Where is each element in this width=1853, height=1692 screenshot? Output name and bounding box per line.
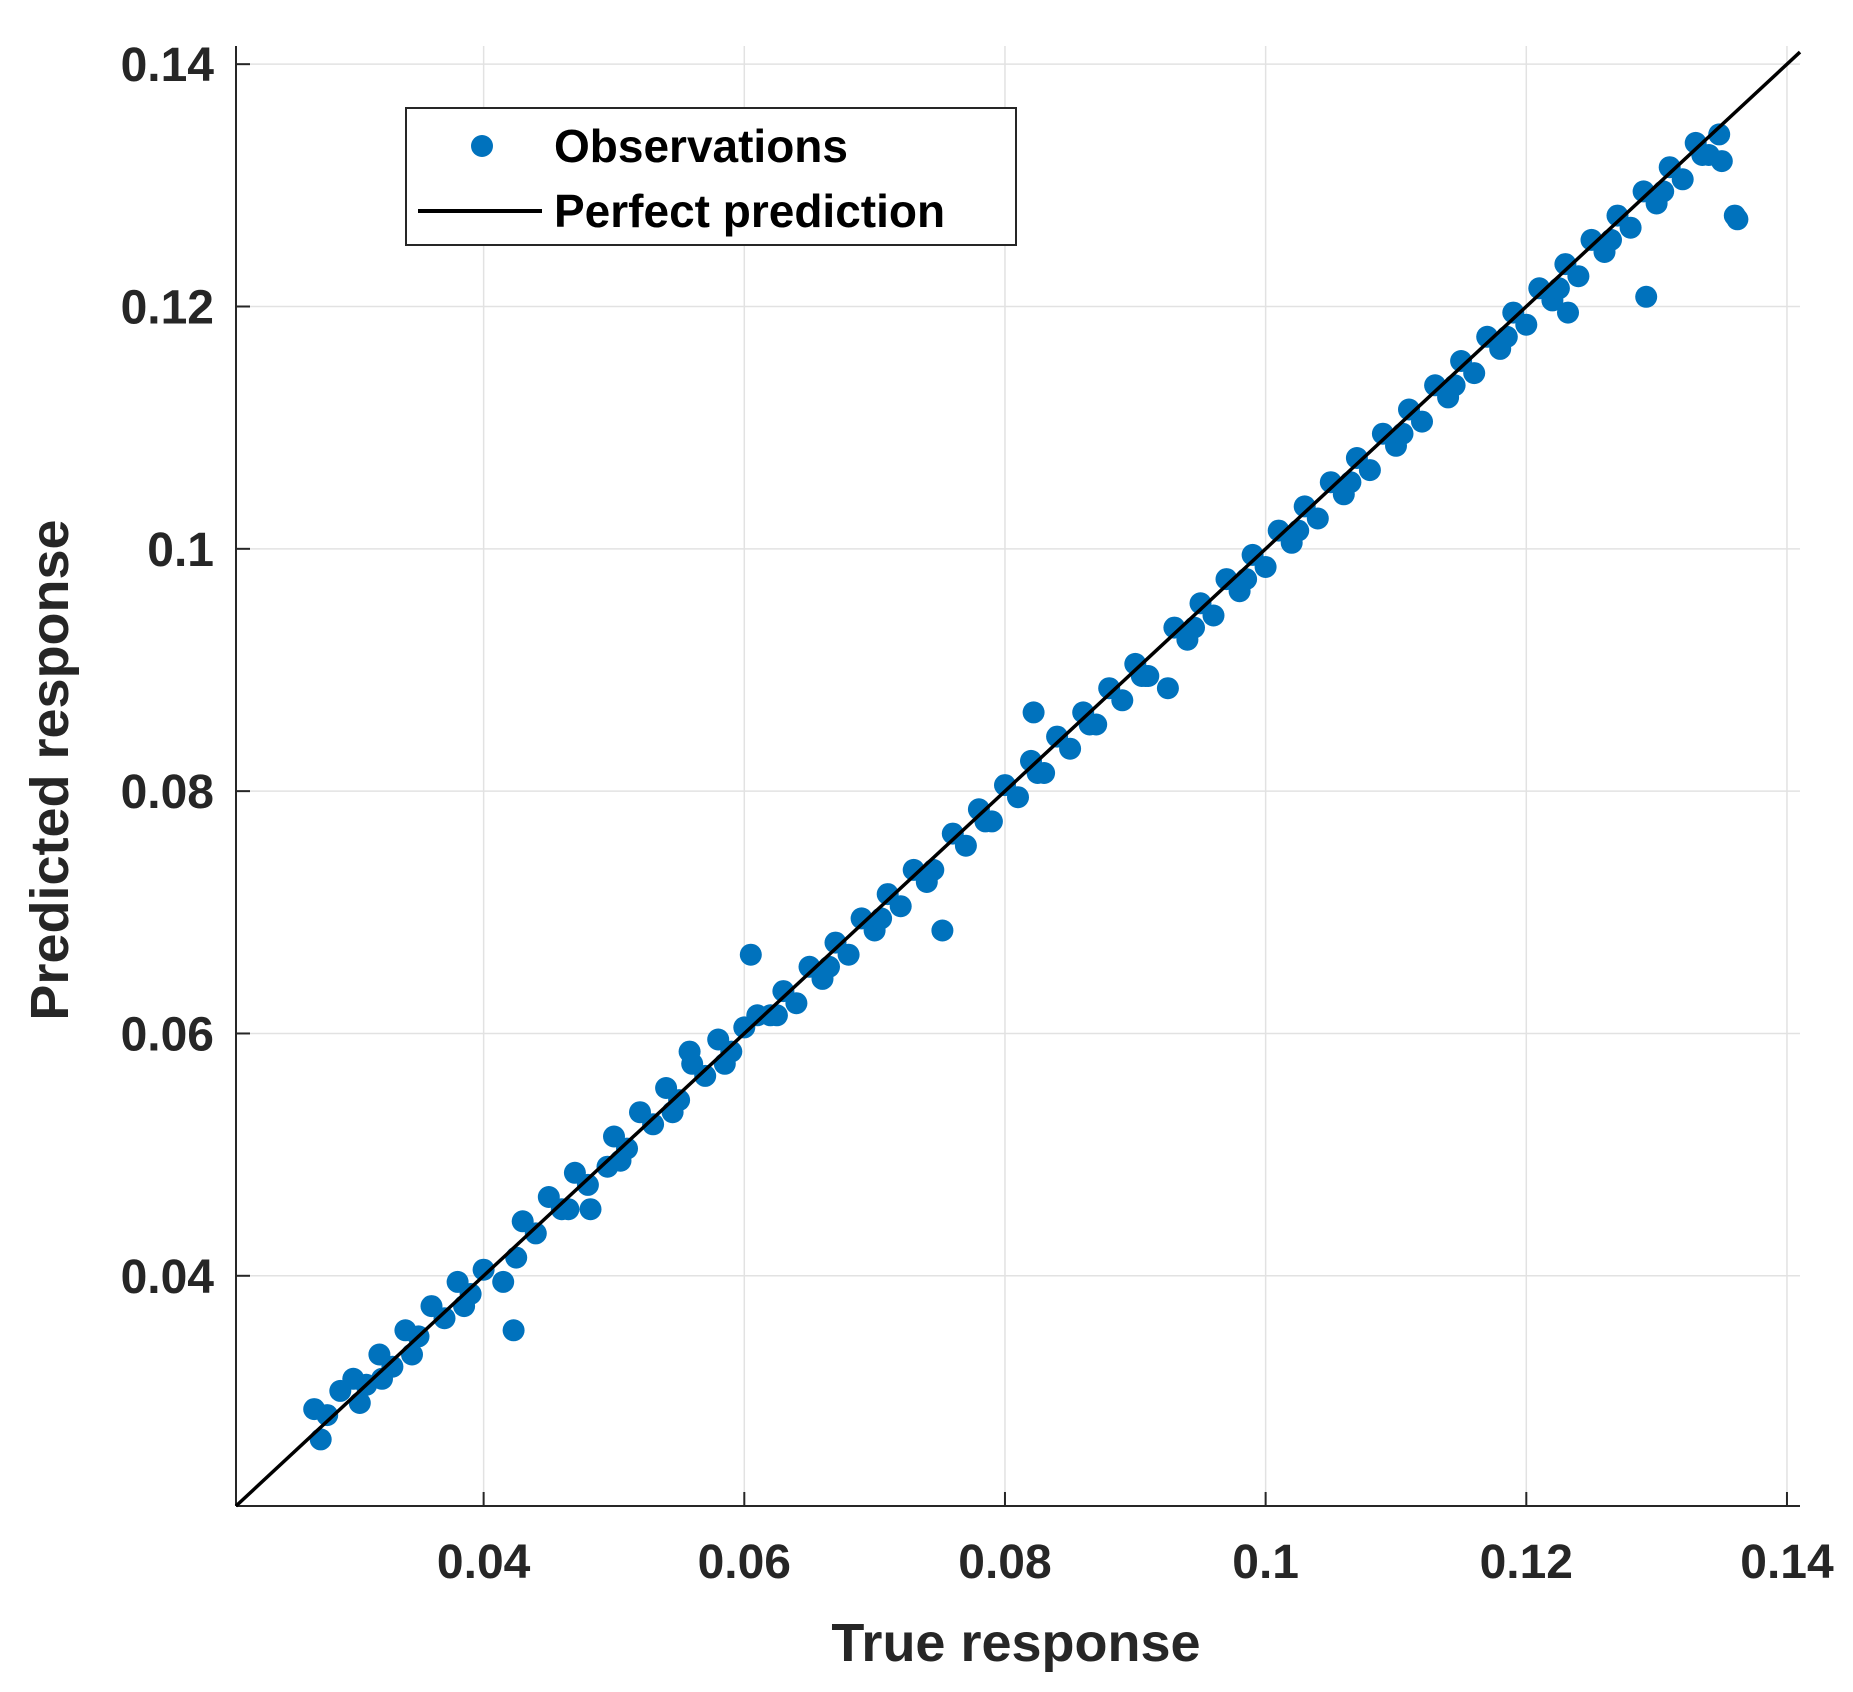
observation-point (922, 858, 945, 881)
observation-point (1078, 713, 1101, 736)
observation-point (931, 919, 954, 942)
observation-point (954, 834, 977, 857)
observation-point (1202, 604, 1225, 627)
observation-point (1156, 677, 1179, 700)
observation-point (837, 943, 860, 966)
observation-point (678, 1040, 701, 1063)
observation-point (492, 1270, 515, 1293)
observation-point (433, 1307, 456, 1330)
perfect-prediction-line (234, 50, 1802, 1508)
observation-point (453, 1295, 476, 1318)
x-tick-label: 0.04 (437, 1536, 531, 1589)
observation-point (524, 1222, 547, 1245)
legend-box (405, 107, 1017, 246)
observation-point (1463, 362, 1486, 385)
observation-point (661, 1101, 684, 1124)
observation-point (870, 907, 893, 930)
y-tick-label: 0.1 (147, 524, 214, 577)
observation-point (1134, 665, 1157, 687)
observation-point (348, 1392, 371, 1414)
legend-perfect-prediction-label: Perfect prediction (554, 185, 945, 237)
observation-point (1391, 422, 1414, 445)
observation-point (1671, 168, 1694, 191)
x-axis-title: True response (831, 1613, 1200, 1673)
observation-point (1358, 459, 1381, 482)
x-tick-label: 0.06 (698, 1536, 791, 1589)
y-axis-title: Predicted response (20, 519, 80, 1020)
observation-point (1111, 689, 1134, 712)
y-tick-label: 0.08 (121, 766, 214, 819)
observation-point (401, 1343, 423, 1366)
observation-point (609, 1149, 632, 1172)
observation-point (579, 1198, 602, 1221)
observation-point (1515, 313, 1538, 336)
observation-point (1619, 216, 1642, 239)
observation-point (1600, 228, 1622, 251)
observation-point (1007, 786, 1029, 809)
observation-point (1691, 144, 1714, 166)
observation-point (1235, 568, 1258, 591)
observation-point (642, 1113, 665, 1136)
observation-point (1557, 301, 1579, 324)
observation-point (1495, 325, 1518, 348)
x-tick-label: 0.14 (1740, 1536, 1834, 1589)
axis-ticks (236, 63, 1788, 1506)
observation-point (694, 1064, 717, 1087)
legend-observations-label: Observations (554, 120, 848, 172)
observation-point (1708, 123, 1731, 146)
observation-point (1183, 616, 1205, 639)
observation-point (765, 1004, 788, 1027)
axes (235, 46, 1800, 1507)
observation-point (713, 1052, 736, 1075)
observation-point (1339, 471, 1362, 494)
legend: Observations Perfect prediction (405, 107, 1017, 246)
observation-point (309, 1428, 332, 1451)
observation-point (974, 810, 997, 833)
x-tick-label: 0.12 (1480, 1536, 1573, 1589)
observation-point (818, 955, 840, 978)
observation-point (502, 1319, 525, 1342)
x-tick-label: 0.08 (958, 1536, 1051, 1589)
observation-point (472, 1258, 495, 1281)
y-tick-label: 0.12 (121, 281, 214, 334)
legend-observations-marker (471, 135, 493, 157)
observation-point (1059, 737, 1082, 760)
y-tick-label: 0.06 (121, 1008, 214, 1061)
observation-point (1443, 374, 1466, 397)
observation-point (1306, 507, 1329, 530)
tick-labels: 0.04 0.06 0.08 0.1 0.12 0.14 0.04 0.06 0.08 0.1 0.… (121, 39, 1834, 1589)
observation-point (505, 1246, 528, 1269)
observation-point (889, 895, 912, 918)
perfect-prediction-line-group (234, 50, 1802, 1508)
observation-point (1026, 762, 1049, 784)
observation-point (1635, 285, 1658, 308)
x-tick-label: 0.1 (1232, 1536, 1299, 1589)
observation-point (316, 1404, 339, 1427)
y-tick-label: 0.14 (121, 39, 215, 92)
observation-point (1254, 556, 1277, 578)
observation-point (1567, 265, 1590, 288)
observation-point (1411, 410, 1433, 433)
observation-point (557, 1198, 580, 1221)
observation-point (785, 992, 808, 1015)
observation-point (1710, 150, 1733, 173)
observation-point (1022, 701, 1045, 724)
observation-point (576, 1173, 599, 1196)
observation-point (1547, 277, 1570, 300)
observation-point (1726, 208, 1749, 231)
observation-point (1287, 519, 1310, 542)
y-tick-label: 0.04 (121, 1251, 215, 1304)
observation-point (739, 943, 762, 966)
observation-point (1652, 180, 1675, 203)
